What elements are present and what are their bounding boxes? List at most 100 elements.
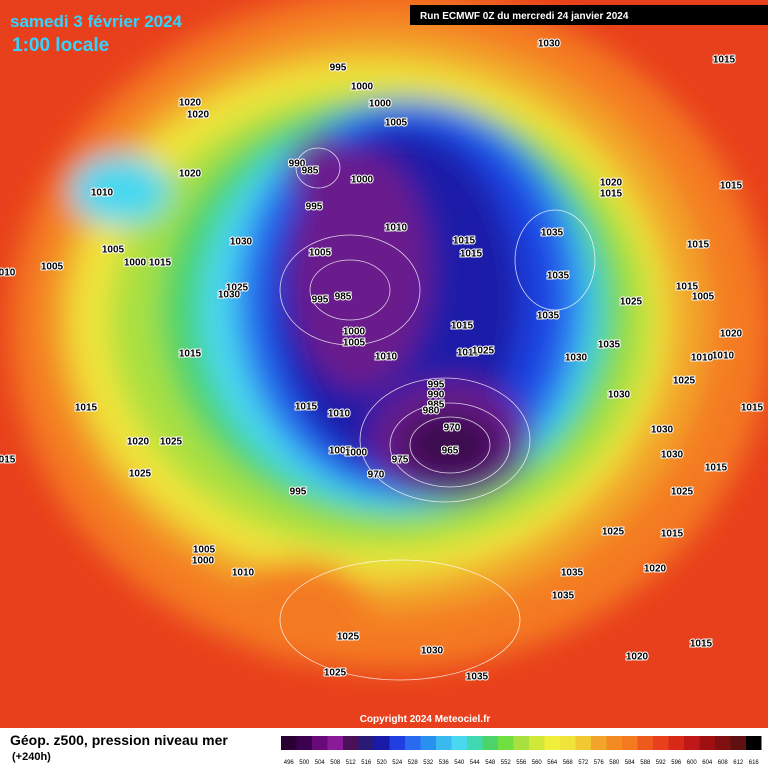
isobar-label: 1030 xyxy=(421,646,444,657)
isobar-label: 970 xyxy=(368,470,385,481)
isobar-label: 1015 xyxy=(720,181,743,192)
isobar-label: 1025 xyxy=(160,437,183,448)
isobar-label: 1020 xyxy=(179,169,202,180)
colorbar-label: 604 xyxy=(702,760,713,766)
colorbar-label: 588 xyxy=(640,760,651,766)
colorbar-swatch xyxy=(560,736,576,750)
isobar-label: 975 xyxy=(392,455,409,466)
colorbar-swatch xyxy=(606,736,622,750)
colorbar-label: 532 xyxy=(423,760,434,766)
colorbar-swatch xyxy=(405,736,421,750)
map-date: samedi 3 février 2024 xyxy=(10,12,183,31)
colorbar-swatch xyxy=(529,736,545,750)
colorbar-swatch xyxy=(374,736,390,750)
colorbar-label: 508 xyxy=(330,760,341,766)
legend-title: Géop. z500, pression niveau mer xyxy=(10,732,228,748)
isobar-label: 1005 xyxy=(102,245,125,256)
colorbar-label: 500 xyxy=(299,760,310,766)
isobar-label: 1015 xyxy=(676,282,699,293)
colorbar-label: 568 xyxy=(563,760,574,766)
isobar-label: 1005 xyxy=(329,446,352,457)
colorbar-label: 612 xyxy=(733,760,744,766)
isobar-label: 1000 xyxy=(343,327,366,338)
run-box xyxy=(410,5,768,25)
isobar-label: 1015 xyxy=(460,249,483,260)
colorbar-swatch xyxy=(296,736,312,750)
isobar-label: 1030 xyxy=(218,290,241,301)
isobar-label: 1035 xyxy=(552,591,575,602)
colorbar-label: 600 xyxy=(687,760,698,766)
isobar-label: 1030 xyxy=(661,450,684,461)
isobar-label: 1025 xyxy=(602,527,625,538)
isobar-label: 1030 xyxy=(230,237,253,248)
colorbar-swatch xyxy=(575,736,591,750)
isobar-label: 1015 xyxy=(690,639,713,650)
colorbar-label: 584 xyxy=(625,760,636,766)
isobar-label: 1000 xyxy=(192,556,215,567)
colorbar-label: 580 xyxy=(609,760,620,766)
isobar-label: 985 xyxy=(335,292,352,303)
colorbar-swatch xyxy=(327,736,343,750)
isobar-label: 1015 xyxy=(705,463,728,474)
isobar-label: 1005 xyxy=(343,338,366,349)
isobar-label: 985 xyxy=(302,166,319,177)
isobar-label: 1010 xyxy=(232,568,255,579)
colorbar-label: 496 xyxy=(284,760,295,766)
map-time: 1:00 locale xyxy=(12,35,109,56)
isobar-label: 010 xyxy=(0,268,16,279)
isobar-label: 1025 xyxy=(226,283,249,294)
isobar-label: 1015 xyxy=(149,258,172,269)
isobar-label: 1015 xyxy=(687,240,710,251)
isobar-label: 995 xyxy=(312,295,329,306)
isobar-label: 1035 xyxy=(466,672,489,683)
isobar-label: 1035 xyxy=(598,340,621,351)
colorbar-label: 528 xyxy=(408,760,419,766)
isobar-label: 1010 xyxy=(691,353,714,364)
isobar-label: 1020 xyxy=(600,178,623,189)
colorbar-swatch xyxy=(715,736,731,750)
colorbar-swatch xyxy=(591,736,607,750)
lead-time: (+240h) xyxy=(12,751,51,763)
colorbar-label: 520 xyxy=(377,760,388,766)
isobar-label: 1015 xyxy=(713,55,736,66)
isobar-label: 1030 xyxy=(651,425,674,436)
colorbar-swatch xyxy=(730,736,746,750)
colorbar-swatch xyxy=(653,736,669,750)
isobar-label: 1015 xyxy=(600,189,623,200)
colorbar-label: 608 xyxy=(718,760,729,766)
colorbar-label: 556 xyxy=(516,760,527,766)
isobar-label: 980 xyxy=(423,406,440,417)
isobar-label: 1020 xyxy=(644,564,667,575)
isobar-label: 1020 xyxy=(720,329,743,340)
isobar-label: 995 xyxy=(290,487,307,498)
isobar-label: 995 xyxy=(306,202,323,213)
colorbar-label: 504 xyxy=(315,760,326,766)
isobar-label: 1010 xyxy=(91,188,114,199)
isobar-label: 1010 xyxy=(328,409,351,420)
isobar-label: 1015 xyxy=(295,402,318,413)
isobar-label: 1035 xyxy=(547,271,570,282)
colorbar-swatch xyxy=(312,736,328,750)
isobar-label: 1005 xyxy=(309,248,332,259)
map-field xyxy=(0,0,768,728)
colorbar-label: 560 xyxy=(532,760,543,766)
isobar-label: 995 xyxy=(428,380,445,391)
isobar-label: 965 xyxy=(442,446,459,457)
colorbar-swatch xyxy=(482,736,498,750)
colorbar-swatch xyxy=(436,736,452,750)
copyright: Copyright 2024 Meteociel.fr xyxy=(360,714,491,725)
colorbar-swatch xyxy=(637,736,653,750)
isobar-label: 970 xyxy=(444,423,461,434)
colorbar-label: 516 xyxy=(361,760,372,766)
isobar-label: 1005 xyxy=(385,118,408,129)
isobar-label: 985 xyxy=(428,400,445,411)
colorbar-swatch xyxy=(684,736,700,750)
isobar-label: 1010 xyxy=(712,351,735,362)
colorbar-swatch xyxy=(389,736,405,750)
isobar-label: 1000 xyxy=(345,448,368,459)
colorbar-label: 536 xyxy=(439,760,450,766)
isobar-label: 1015 xyxy=(661,529,684,540)
colorbar-label: 592 xyxy=(656,760,667,766)
